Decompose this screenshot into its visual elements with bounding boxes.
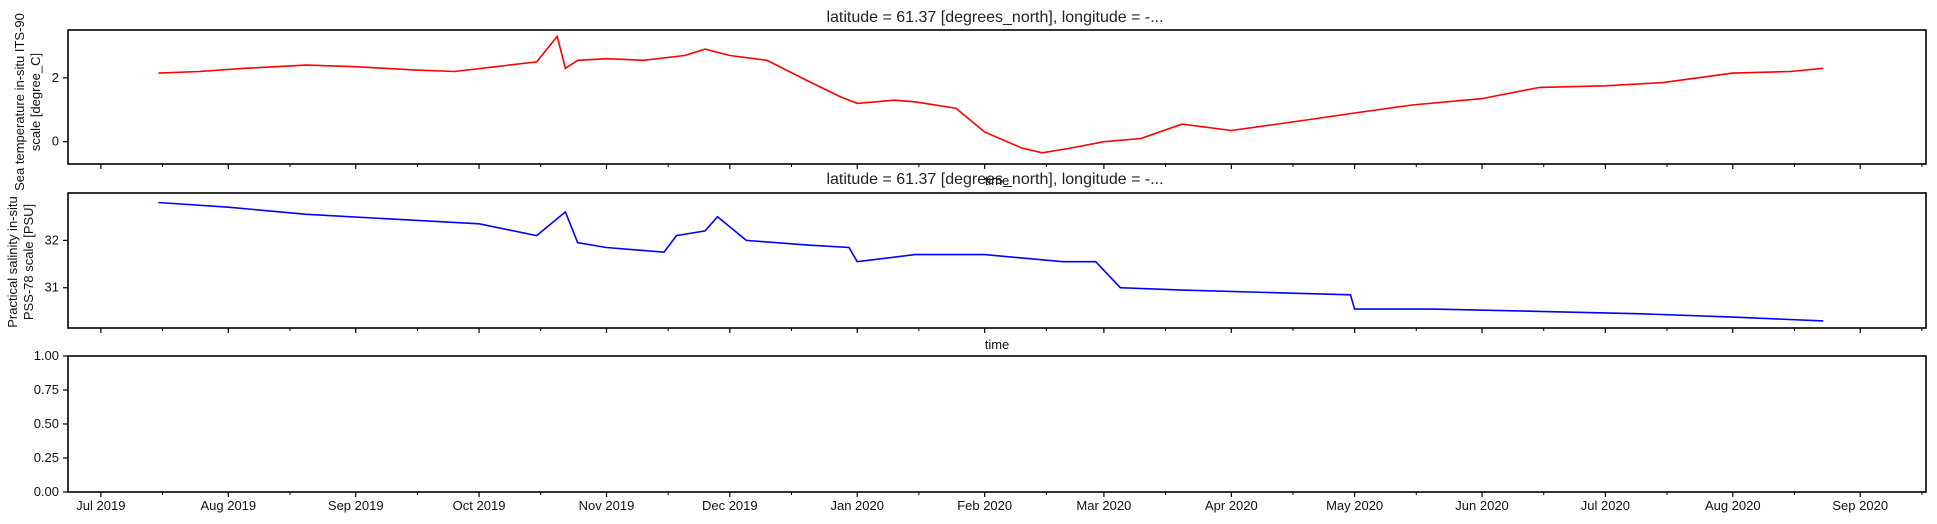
plot-frame: [67, 355, 1927, 493]
x-tick-label: Sep 2020: [1832, 498, 1888, 513]
y-tick-label: 1.00: [34, 348, 59, 363]
x-tick-label: Jun 2020: [1455, 498, 1509, 513]
y-tick-label: 2: [52, 70, 59, 85]
panel-temperature: latitude = 61.37 [degrees_north], longit…: [12, 9, 1927, 191]
y-tick-label: 0.75: [34, 382, 59, 397]
x-tick-label: Sep 2019: [328, 498, 384, 513]
x-tick-label: Aug 2019: [200, 498, 256, 513]
plot-frame: [67, 192, 1927, 329]
y-tick-label: 0: [52, 134, 59, 149]
y-tick-label: 0.25: [34, 450, 59, 465]
y-ticks: 31 32: [45, 232, 68, 295]
x-tick-label: Jul 2019: [76, 498, 125, 513]
y-axis-label-line1: Practical salinity in-situ: [5, 196, 20, 328]
y-axis-label-line2: scale [degree_C]: [28, 53, 43, 151]
x-tick-label: Jul 2020: [1581, 498, 1630, 513]
y-ticks: 0.00 0.25 0.50 0.75 1.00: [34, 348, 68, 499]
x-tick-label: Feb 2020: [957, 498, 1012, 513]
x-tick-label: Apr 2020: [1205, 498, 1258, 513]
x-tick-label: May 2020: [1326, 498, 1383, 513]
panel-salinity: latitude = 61.37 [degrees_north], longit…: [5, 171, 1927, 352]
x-tick-label: Aug 2020: [1705, 498, 1761, 513]
y-axis-label-line2: PSS-78 scale [PSU]: [21, 204, 36, 320]
x-axis-label: time: [985, 337, 1010, 352]
x-tick-label: Jan 2020: [830, 498, 884, 513]
x-ticks: Jul 2019 Aug 2019 Sep 2019 Oct 2019 Nov 2019…: [76, 492, 1923, 513]
y-tick-label: 32: [45, 232, 59, 247]
y-ticks: 02: [52, 70, 68, 149]
x-tick-label: Nov 2019: [579, 498, 635, 513]
x-tick-label: Dec 2019: [702, 498, 758, 513]
plot-frame: [67, 29, 1927, 165]
panel-empty: 0.00 0.25 0.50 0.75 1.00 Jul 2019 Aug 2019 Sep…: [34, 348, 1927, 513]
y-tick-label: 0.50: [34, 416, 59, 431]
chart-title: latitude = 61.37 [degrees_north], longit…: [826, 171, 1163, 188]
series-line: [158, 34, 1824, 154]
y-tick-label: 31: [45, 280, 59, 295]
series-line: [158, 201, 1824, 322]
x-axis-label: time: [985, 173, 1010, 188]
y-tick-label: 0.00: [34, 484, 59, 499]
x-tick-label: Mar 2020: [1076, 498, 1131, 513]
chart-title: latitude = 61.37 [degrees_north], longit…: [826, 9, 1163, 26]
x-tick-label: Oct 2019: [453, 498, 506, 513]
y-axis-label-line1: Sea temperature in-situ ITS-90: [12, 13, 27, 191]
